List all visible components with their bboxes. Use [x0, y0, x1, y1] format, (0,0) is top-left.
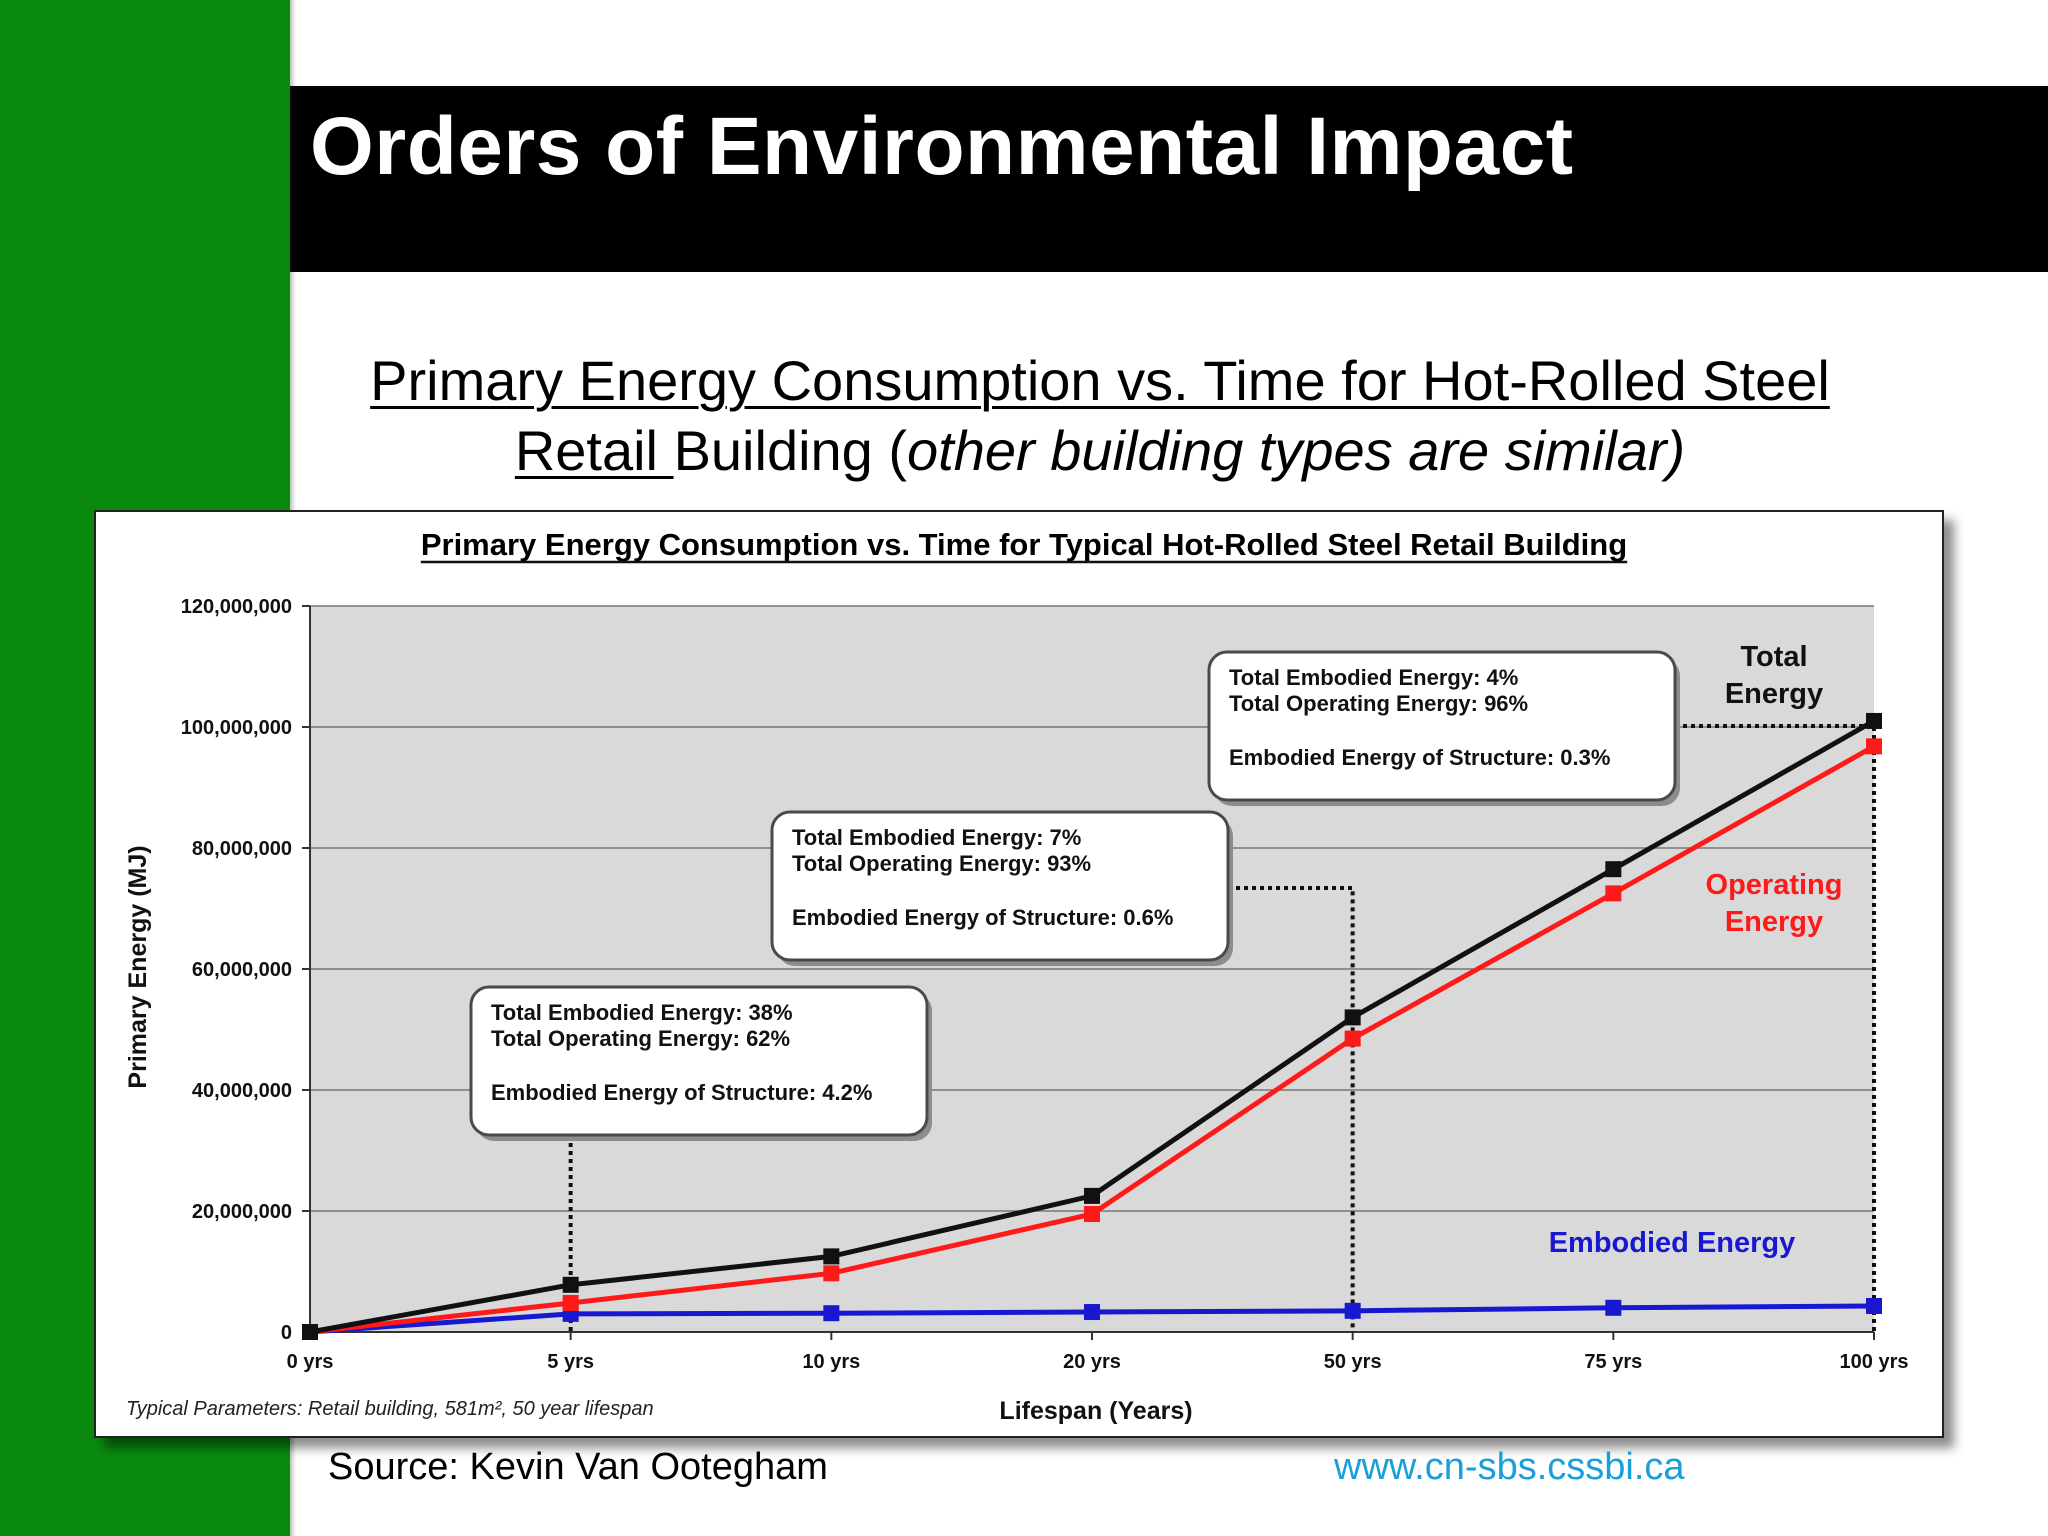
- annotation-frame: [469, 985, 929, 1137]
- drop-line-layer: [568, 723, 1876, 1332]
- data-point: [562, 1276, 579, 1293]
- series-label-line: Embodied Energy: [1549, 1227, 1796, 1259]
- data-point: [1084, 1304, 1100, 1321]
- annotation-text: Embodied Energy of Structure: 4.2%: [491, 1080, 872, 1105]
- series-label-line: Energy: [1725, 906, 1823, 938]
- subtitle-building: Building (: [673, 419, 908, 482]
- data-point: [1344, 1009, 1361, 1026]
- annotation-text: Total Embodied Energy: 7%: [792, 825, 1081, 850]
- x-tick-label: 10 yrs: [802, 1351, 860, 1373]
- x-tick-label: 20 yrs: [1063, 1351, 1121, 1373]
- annotation-box: Total Embodied Energy: 7%Total Operating…: [770, 810, 1233, 966]
- title-band: Orders of Environmental Impact: [290, 86, 2048, 272]
- chart-title: Primary Energy Consumption vs. Time for …: [421, 527, 1627, 562]
- data-point: [562, 1294, 579, 1311]
- annotation-text: Total Operating Energy: 62%: [491, 1026, 790, 1051]
- y-tick-label: 80,000,000: [192, 838, 292, 860]
- data-point: [1866, 738, 1882, 755]
- series-label-line: Total: [1740, 641, 1807, 673]
- y-tick-label: 0: [281, 1322, 292, 1344]
- website-link[interactable]: www.cn-sbs.cssbi.ca: [1334, 1446, 1685, 1488]
- annotation-box: Total Embodied Energy: 4%Total Operating…: [1207, 650, 1680, 806]
- subtitle-line1: Primary Energy Consumption vs. Time for …: [370, 349, 1830, 412]
- y-axis-label: Primary Energy (MJ): [124, 845, 152, 1088]
- annotation-text: Total Embodied Energy: 38%: [491, 1000, 793, 1025]
- slide-title: Orders of Environmental Impact: [310, 101, 1574, 192]
- y-tick-label: 120,000,000: [181, 596, 292, 618]
- data-point: [1605, 861, 1622, 878]
- drop-line-100yrs: [1675, 723, 1876, 1332]
- annotation-text: Total Operating Energy: 96%: [1229, 691, 1528, 716]
- y-tick-label: 60,000,000: [192, 959, 292, 981]
- annotation-text: Total Embodied Energy: 4%: [1229, 665, 1518, 690]
- x-tick-label: 5 yrs: [547, 1351, 594, 1373]
- data-point: [1344, 1030, 1361, 1047]
- data-point: [1084, 1206, 1100, 1223]
- annotation-frame: [1207, 650, 1677, 802]
- y-tick-label: 20,000,000: [192, 1201, 292, 1223]
- source-credit: Source: Kevin Van Ootegham: [328, 1446, 828, 1488]
- data-point: [1866, 1297, 1882, 1314]
- x-tick-label: 100 yrs: [1840, 1351, 1909, 1373]
- x-tick-label: 50 yrs: [1324, 1351, 1382, 1373]
- annotation-layer: Total Embodied Energy: 38%Total Operatin…: [469, 650, 1680, 1141]
- y-tick-label: 100,000,000: [181, 717, 292, 739]
- data-point: [1605, 1299, 1622, 1316]
- drop-line-50yrs: [1228, 886, 1355, 1332]
- chart-frame: Primary Energy Consumption vs. Time for …: [94, 510, 1944, 1438]
- series-label: Embodied Energy: [1549, 1227, 1796, 1259]
- slide-subtitle: Primary Energy Consumption vs. Time for …: [300, 346, 1900, 486]
- x-tick-label: 75 yrs: [1584, 1351, 1642, 1373]
- data-point: [1605, 885, 1622, 902]
- series-label: Operating Energy: [1706, 869, 1843, 938]
- y-tick-label: 40,000,000: [192, 1080, 292, 1102]
- data-point: [1344, 1302, 1361, 1319]
- x-tick-label: 0 yrs: [287, 1351, 334, 1373]
- data-point: [823, 1305, 840, 1322]
- data-point: [302, 1324, 318, 1340]
- annotation-box: Total Embodied Energy: 38%Total Operatin…: [469, 985, 932, 1141]
- energy-chart: Primary Energy Consumption vs. Time for …: [124, 527, 1909, 1425]
- series-label: Total Energy: [1725, 641, 1823, 710]
- annotation-text: Total Operating Energy: 93%: [792, 851, 1091, 876]
- series-layer: [302, 712, 1882, 1340]
- annotation-text: Embodied Energy of Structure: 0.6%: [792, 905, 1173, 930]
- annotation-frame: [770, 810, 1230, 962]
- parameters-note: Typical Parameters: Retail building, 581…: [126, 1398, 654, 1420]
- series-label-line: Operating: [1706, 869, 1843, 901]
- axis-layer: 0 20,000,000 40,000,000 60,000,000 80,000,00…: [181, 596, 1909, 1373]
- data-point: [1084, 1187, 1100, 1204]
- x-axis-label: Lifespan (Years): [999, 1397, 1192, 1425]
- annotation-text: Embodied Energy of Structure: 0.3%: [1229, 745, 1610, 770]
- data-point: [823, 1248, 840, 1265]
- series-label-layer: Total Energy Operating Energy Embodied Energ…: [1549, 641, 1843, 1259]
- subtitle-retail: Retail: [514, 419, 674, 482]
- data-point: [1866, 712, 1882, 729]
- series-label-line: Energy: [1725, 678, 1823, 710]
- subtitle-italic: other building types are similar): [907, 419, 1686, 482]
- data-point: [823, 1265, 840, 1282]
